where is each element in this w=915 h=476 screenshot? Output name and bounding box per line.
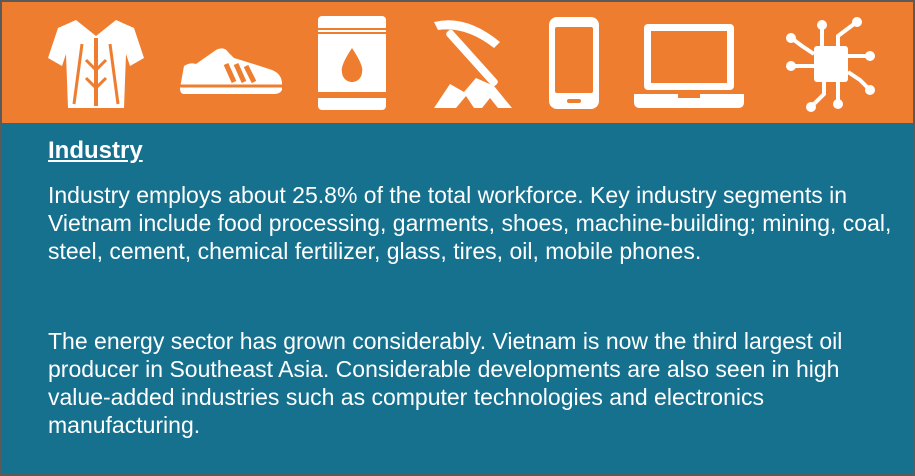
sneaker-icon <box>176 42 284 96</box>
laptop-icon <box>632 22 746 110</box>
oil-barrel-icon <box>316 14 388 112</box>
shirt-icon <box>46 14 146 112</box>
industry-paragraph-1: Industry employs about 25.8% of the tota… <box>48 182 892 264</box>
circuit-chip-icon <box>784 16 876 112</box>
industry-paragraph-2: The energy sector has grown considerably… <box>48 328 843 438</box>
section-heading: Industry <box>48 137 143 164</box>
icon-banner <box>2 2 913 123</box>
industry-text-panel: Industry Industry employs about 25.8% of… <box>2 123 913 474</box>
mobile-phone-icon <box>548 16 600 110</box>
mining-pickaxe-icon <box>420 12 520 112</box>
